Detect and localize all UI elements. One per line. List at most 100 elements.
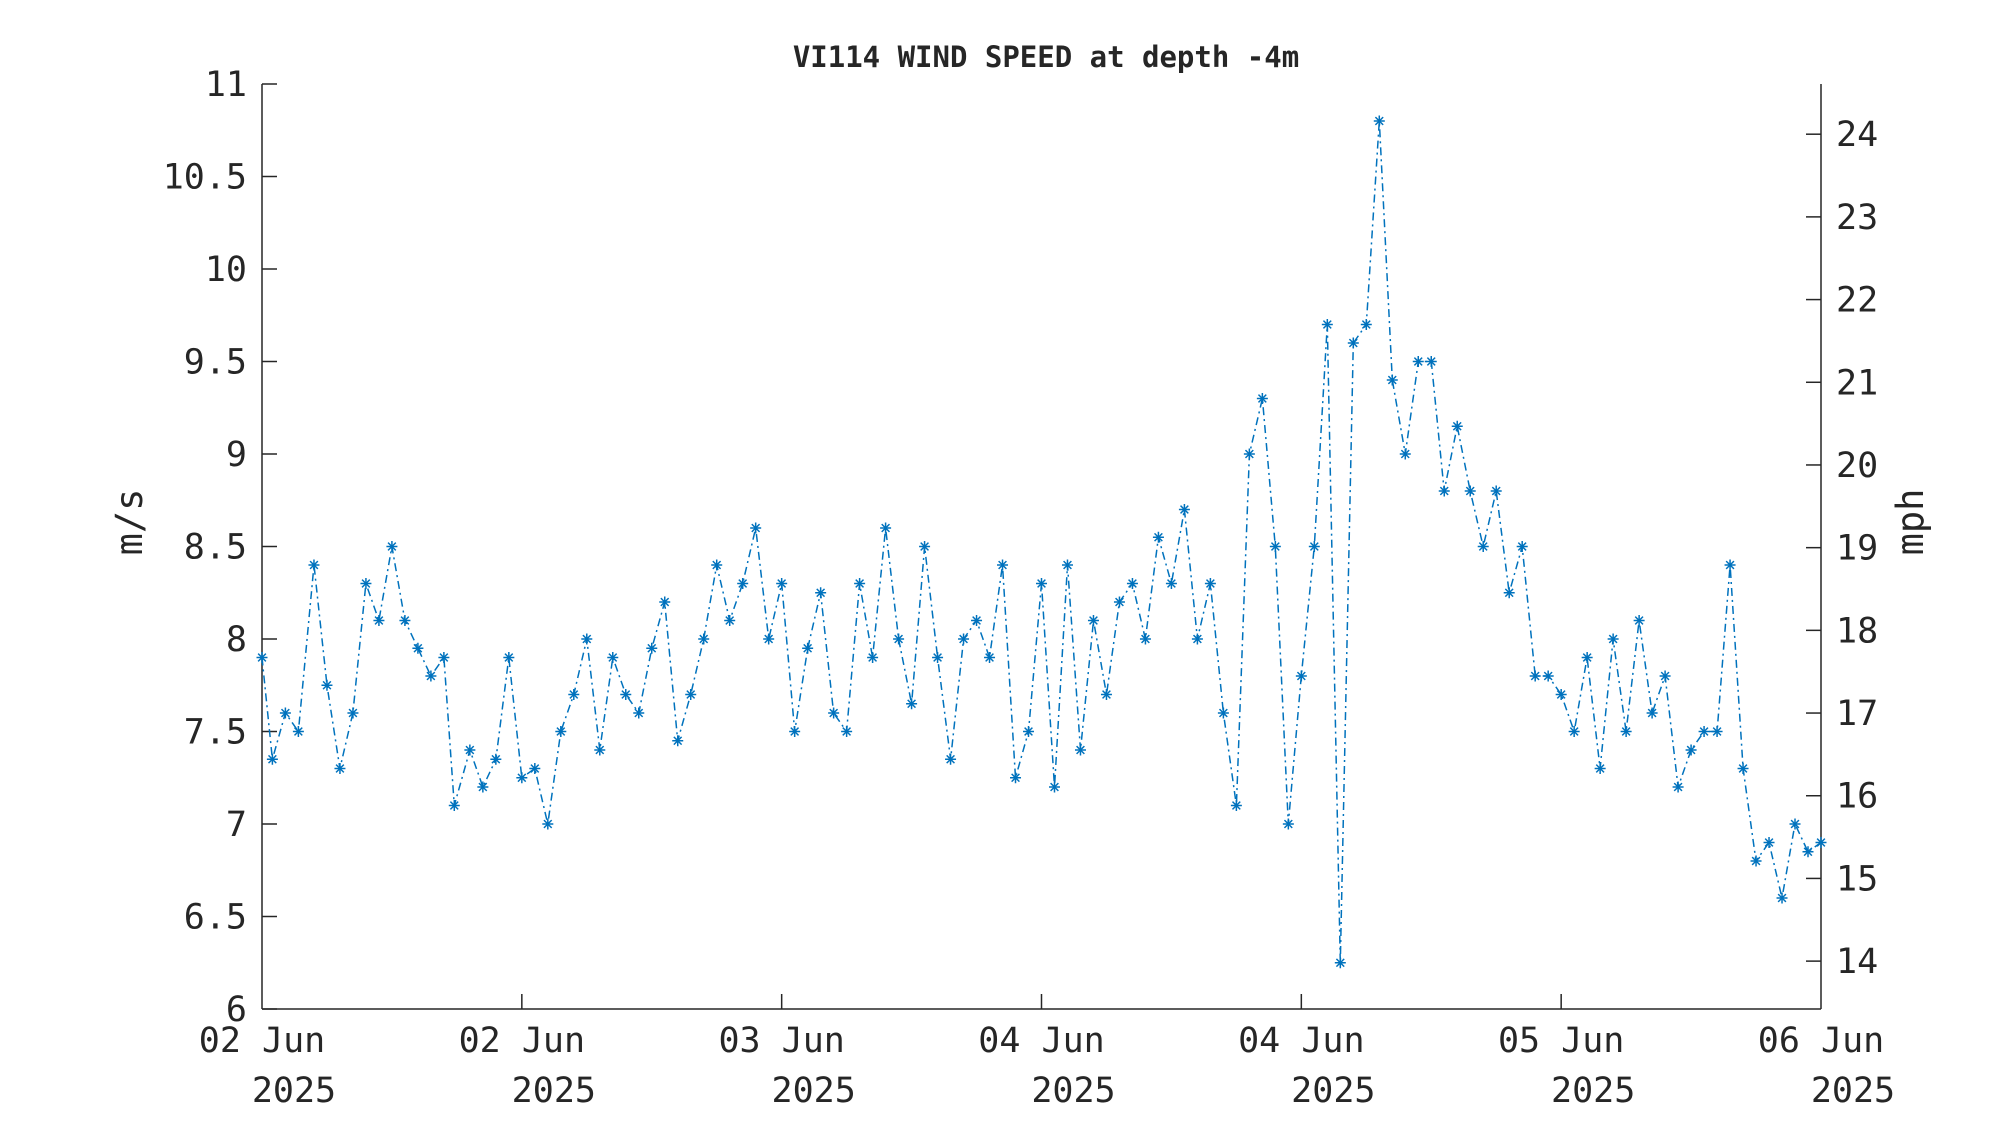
data-point bbox=[292, 726, 304, 737]
data-point bbox=[1555, 689, 1567, 700]
y-tick-label: 10.5 bbox=[163, 158, 247, 198]
x-tick-label: 02 Jun bbox=[199, 1021, 325, 1061]
data-point bbox=[1204, 578, 1216, 589]
data-point bbox=[1308, 541, 1320, 552]
data-point bbox=[607, 652, 619, 663]
y-tick-label: 8.5 bbox=[184, 528, 247, 568]
data-point bbox=[646, 642, 658, 654]
data-point bbox=[1165, 578, 1177, 589]
x-tick-year-label: 2025 bbox=[1291, 1071, 1375, 1111]
data-point bbox=[1191, 633, 1203, 645]
data-point bbox=[1503, 587, 1515, 599]
data-point bbox=[724, 615, 736, 626]
data-point bbox=[360, 578, 372, 589]
data-point bbox=[620, 689, 632, 700]
data-point bbox=[412, 642, 424, 654]
data-point bbox=[1347, 337, 1359, 349]
data-point bbox=[1282, 818, 1294, 830]
data-point bbox=[906, 698, 918, 710]
data-point bbox=[1399, 448, 1411, 460]
data-point bbox=[581, 633, 593, 645]
data-point bbox=[932, 652, 944, 663]
data-point bbox=[1334, 957, 1346, 969]
data-point bbox=[1464, 485, 1476, 497]
data-point bbox=[1685, 744, 1697, 756]
data-point bbox=[279, 707, 291, 719]
data-point bbox=[1243, 448, 1255, 460]
data-point bbox=[802, 642, 814, 654]
axes: 6 6.5 7 7.5 8 8.5 9 9.5 10 10.5 11 14 15 16 17 18 19 20 21… bbox=[163, 65, 1895, 1111]
data-point bbox=[1711, 726, 1723, 737]
x-tick-year-label: 2025 bbox=[1811, 1071, 1895, 1111]
x-tick-year-label: 2025 bbox=[1031, 1071, 1115, 1111]
data-point bbox=[698, 633, 710, 645]
data-point bbox=[1360, 319, 1372, 330]
y2-tick-label: 17 bbox=[1836, 694, 1878, 734]
data-point bbox=[1048, 781, 1060, 793]
data-point bbox=[1763, 837, 1775, 848]
x-tick-year-label: 2025 bbox=[772, 1071, 856, 1111]
y2-axis-label: mph bbox=[1889, 489, 1932, 556]
data-point bbox=[448, 800, 460, 811]
y2-tick-label: 22 bbox=[1836, 281, 1878, 321]
data-point bbox=[1023, 726, 1035, 737]
y2-tick-label: 24 bbox=[1836, 115, 1878, 155]
data-point bbox=[958, 633, 970, 645]
y-tick-label: 7 bbox=[226, 805, 247, 845]
data-point bbox=[815, 587, 827, 599]
data-point bbox=[984, 652, 996, 663]
data-point bbox=[594, 744, 606, 756]
data-point bbox=[399, 615, 411, 626]
data-point bbox=[1672, 781, 1684, 793]
data-point bbox=[1659, 670, 1671, 682]
y2-tick-label: 14 bbox=[1836, 942, 1878, 982]
y-tick-label: 8 bbox=[226, 620, 247, 660]
data-point bbox=[373, 615, 385, 626]
data-point bbox=[1568, 726, 1580, 737]
x-tick-year-label: 2025 bbox=[512, 1071, 596, 1111]
data-point bbox=[1373, 115, 1385, 127]
data-point bbox=[789, 726, 801, 737]
data-point bbox=[477, 781, 489, 793]
data-series bbox=[256, 115, 1827, 969]
data-point bbox=[334, 763, 346, 774]
x-tick-label: 02 Jun bbox=[459, 1021, 585, 1061]
y-tick-label: 9.5 bbox=[184, 343, 247, 383]
y2-tick-label: 20 bbox=[1836, 446, 1878, 486]
data-point bbox=[659, 596, 671, 608]
y-tick-label: 10 bbox=[205, 250, 247, 290]
y2-tick-label: 23 bbox=[1836, 198, 1878, 238]
data-point bbox=[854, 578, 866, 589]
data-point bbox=[633, 707, 645, 719]
data-point bbox=[568, 689, 580, 700]
data-point bbox=[1698, 726, 1710, 737]
data-point bbox=[1607, 633, 1619, 645]
data-point bbox=[1542, 670, 1554, 682]
x-tick-label: 06 Jun bbox=[1758, 1021, 1884, 1061]
data-point bbox=[386, 541, 398, 552]
y2-tick-label: 18 bbox=[1836, 611, 1878, 651]
data-point bbox=[1100, 689, 1112, 700]
data-point bbox=[1737, 763, 1749, 774]
data-point bbox=[945, 753, 957, 765]
data-point bbox=[1087, 615, 1099, 626]
data-point bbox=[828, 707, 840, 719]
data-point bbox=[1477, 541, 1489, 552]
series-line bbox=[261, 120, 1822, 963]
data-point bbox=[1789, 818, 1801, 830]
data-point bbox=[867, 652, 879, 663]
x-tick-year-label: 2025 bbox=[1551, 1071, 1635, 1111]
data-point bbox=[464, 744, 476, 756]
data-point bbox=[425, 670, 437, 682]
data-point bbox=[1126, 578, 1138, 589]
x-tick-year-label: 2025 bbox=[252, 1071, 336, 1111]
data-point bbox=[516, 772, 528, 784]
data-point bbox=[1152, 531, 1164, 543]
data-point bbox=[1724, 559, 1736, 571]
data-point bbox=[1217, 707, 1229, 719]
data-point bbox=[971, 615, 983, 626]
x-tick-label: 04 Jun bbox=[978, 1021, 1104, 1061]
data-point bbox=[1139, 633, 1151, 645]
